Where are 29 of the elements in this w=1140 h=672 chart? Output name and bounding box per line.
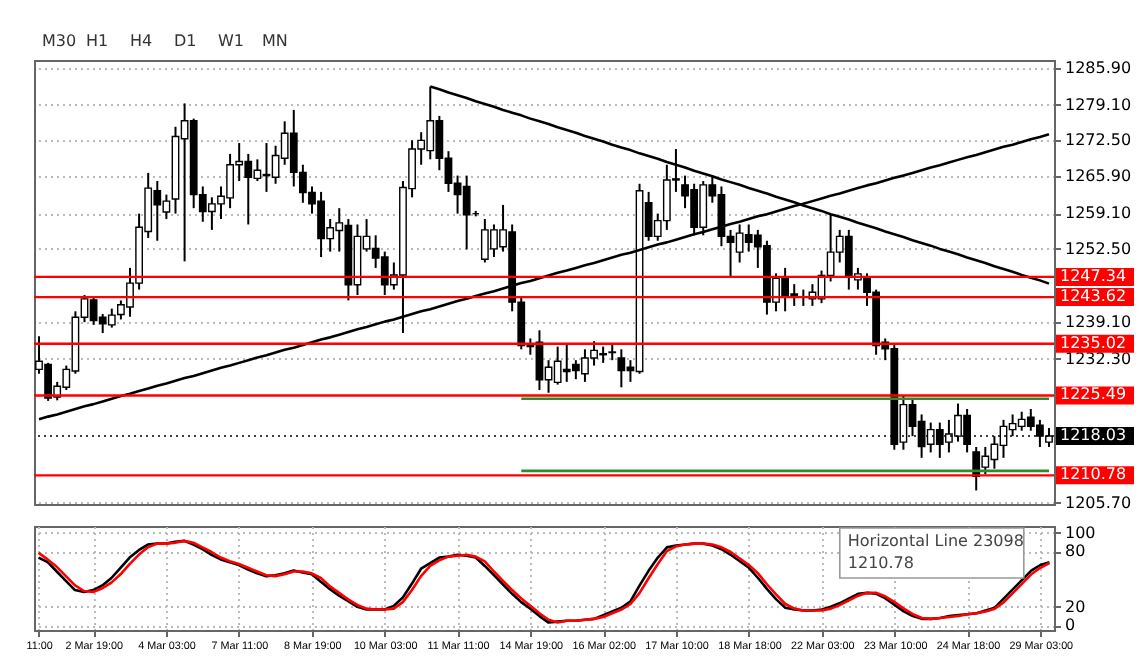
- ref-line-label: 1210.78: [1060, 465, 1127, 484]
- ref-line-label: 1225.49: [1060, 385, 1127, 404]
- y-tick-label: 1279.10: [1065, 95, 1132, 114]
- y-tick-label: 80: [1065, 542, 1086, 561]
- text: W1: [218, 32, 244, 50]
- y-tick-label: 1272.50: [1065, 131, 1132, 150]
- y-tick-label: 1232.30: [1065, 349, 1132, 368]
- annotation: 1210.78: [847, 554, 914, 572]
- candlestick: [462, 174, 471, 251]
- y-tick-label: 1252.50: [1065, 239, 1132, 258]
- text: MN: [262, 32, 288, 50]
- text: H4: [130, 32, 153, 50]
- y-tick-label: 1239.10: [1065, 312, 1132, 331]
- ref-line-label: 1235.02: [1060, 333, 1127, 352]
- y-tick-label: 20: [1065, 597, 1086, 616]
- ref-line-label: 1243.62: [1060, 287, 1127, 306]
- y-tick-label: 1259.10: [1065, 204, 1132, 223]
- annotation: Horizontal Line 23098: [847, 532, 1024, 550]
- text: M30: [42, 32, 77, 50]
- y-tick-label: 0: [1065, 616, 1076, 635]
- y-tick-label: 1285.90: [1065, 58, 1132, 77]
- candlestick: [617, 348, 626, 389]
- ref-line-label: 1218.03: [1060, 425, 1127, 444]
- y-tick-label: 100: [1065, 523, 1096, 542]
- y-tick-label: 1265.90: [1065, 167, 1132, 186]
- text: H1: [86, 32, 109, 50]
- y-tick-label: 1205.70: [1065, 493, 1132, 512]
- ref-line-label: 1247.34: [1060, 266, 1127, 285]
- text: D1: [174, 32, 197, 50]
